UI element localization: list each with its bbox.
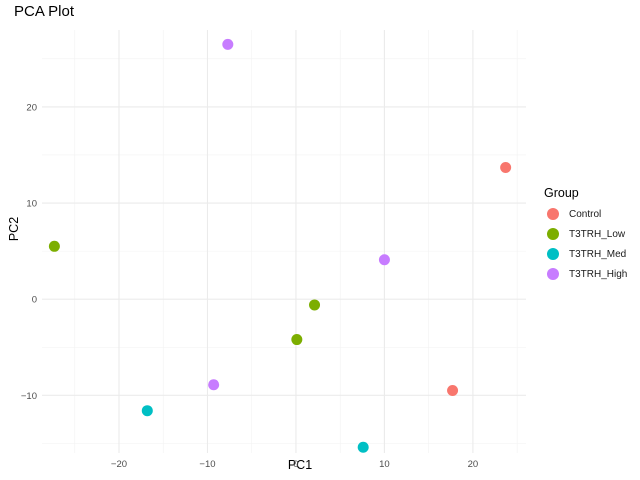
- legend-item: T3TRH_Low: [544, 224, 627, 244]
- x-axis-label: PC1: [287, 458, 313, 472]
- data-point-t3trh-low: [48, 240, 60, 252]
- x-tick-label: 20: [468, 459, 479, 470]
- legend-key-dot: [547, 248, 559, 260]
- legend-item: Control: [544, 204, 627, 224]
- y-tick-label: −10: [21, 391, 37, 402]
- legend-label: Control: [569, 208, 602, 220]
- legend-label: T3TRH_High: [569, 268, 628, 280]
- data-point-t3trh-low: [309, 299, 321, 311]
- data-point-control: [500, 161, 512, 173]
- legend-key-dot: [547, 208, 559, 220]
- y-tick-label: 10: [26, 199, 37, 210]
- legend-key-dot: [547, 228, 559, 240]
- x-tick-label: −10: [199, 459, 215, 470]
- legend-item: T3TRH_High: [544, 264, 627, 284]
- legend-item: T3TRH_Med: [544, 244, 627, 264]
- legend-label: T3TRH_Low: [569, 228, 626, 240]
- x-tick-label: −20: [111, 459, 127, 470]
- data-point-control: [447, 385, 459, 397]
- chart-title: PCA Plot: [14, 3, 75, 20]
- data-point-t3trh-low: [291, 334, 303, 346]
- data-point-t3trh-med: [357, 441, 369, 453]
- legend-label: T3TRH_Med: [569, 248, 627, 260]
- legend-key-dot: [547, 268, 559, 280]
- data-point-t3trh-high: [222, 38, 234, 50]
- y-tick-label: 20: [26, 102, 37, 113]
- x-tick-label: 10: [379, 459, 390, 470]
- data-point-t3trh-high: [208, 379, 220, 391]
- data-point-t3trh-high: [378, 254, 390, 266]
- x-tick-label: 0: [293, 459, 298, 470]
- legend: Group Control T3TRH_Low T3TRH_Med T3TRH_Hig…: [544, 186, 627, 284]
- data-point-t3trh-med: [141, 405, 153, 417]
- y-tick-label: 0: [32, 295, 37, 306]
- legend-title: Group: [544, 186, 579, 200]
